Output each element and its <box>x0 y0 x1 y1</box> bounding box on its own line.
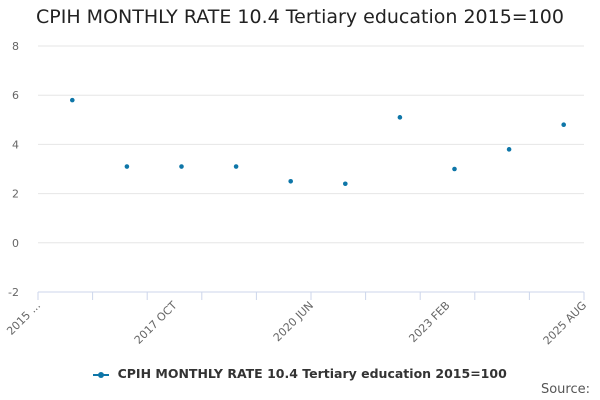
legend-series-label: CPIH MONTHLY RATE 10.4 Tertiary educatio… <box>117 366 507 381</box>
data-point[interactable] <box>506 147 512 152</box>
x-tick-label: 2020 JUN <box>271 299 316 344</box>
y-tick-label: 2 <box>12 188 19 201</box>
y-tick-label: 0 <box>12 237 19 250</box>
data-point[interactable] <box>179 164 184 169</box>
data-point[interactable] <box>561 122 566 128</box>
legend[interactable]: CPIH MONTHLY RATE 10.4 Tertiary educatio… <box>0 366 600 381</box>
gridlines <box>38 45 584 244</box>
data-point[interactable] <box>397 115 403 120</box>
x-axis: 2015 ... 2017 OCT 2020 JUN 2023 FEB 2025 AUG <box>4 291 590 348</box>
data-point[interactable] <box>233 164 239 169</box>
data-point[interactable] <box>343 181 348 187</box>
legend-series-marker-icon <box>93 370 110 380</box>
source-label: Source: <box>540 382 590 397</box>
chart-title: CPIH MONTHLY RATE 10.4 Tertiary educatio… <box>36 6 564 28</box>
x-tick-label: 2015 ... <box>4 299 43 338</box>
data-points[interactable] <box>70 97 566 187</box>
data-point[interactable] <box>124 164 130 169</box>
data-point[interactable] <box>452 166 457 172</box>
y-tick-label: 4 <box>12 138 19 151</box>
data-point[interactable] <box>288 179 294 184</box>
y-tick-label: -2 <box>8 286 19 299</box>
x-tick-label: 2025 AUG <box>541 299 590 348</box>
y-tick-label: 6 <box>12 89 19 102</box>
x-tick-label: 2017 OCT <box>132 299 180 347</box>
x-tick-label: 2023 FEB <box>406 299 452 345</box>
y-axis: -2 0 2 4 6 8 <box>8 40 19 299</box>
data-point[interactable] <box>70 97 75 103</box>
y-tick-label: 8 <box>12 40 19 53</box>
